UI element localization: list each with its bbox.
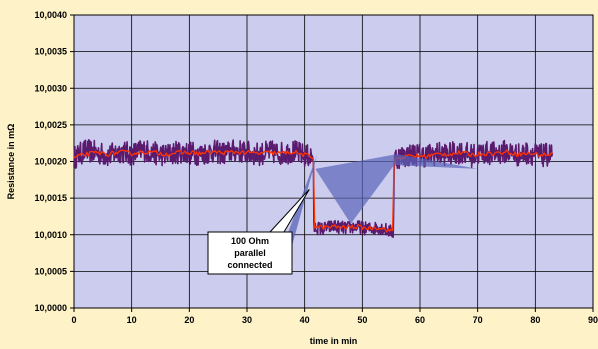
x-tick-label: 80 [530, 315, 540, 325]
y-tick-label: 10,0015 [34, 193, 67, 203]
series-layer [73, 139, 554, 238]
callout-line: parallel [234, 248, 266, 258]
callout-line: 100 Ohm [231, 236, 269, 246]
x-axis-label: time in min [310, 336, 358, 346]
callout-box [207, 231, 293, 275]
x-tick-label: 50 [357, 315, 367, 325]
y-tick-label: 10,0020 [34, 157, 67, 167]
smoothed-series-line [73, 149, 553, 233]
x-tick-label: 0 [71, 315, 76, 325]
callout-wedge-right [315, 154, 478, 224]
y-axis-label: Resistance in mΩ [6, 124, 16, 200]
y-tick-label: 10,0010 [34, 230, 67, 240]
y-tick-label: 10,0005 [34, 266, 67, 276]
y-tick-label: 10,0030 [34, 83, 67, 93]
y-tick-label: 10,0040 [34, 10, 67, 20]
x-tick-label: 20 [184, 315, 194, 325]
y-tick-label: 10,0035 [34, 47, 67, 57]
x-tick-label: 70 [473, 315, 483, 325]
y-tick-label: 10,0000 [34, 303, 67, 313]
x-tick-label: 30 [242, 315, 252, 325]
x-tick-label: 90 [588, 315, 598, 325]
x-tick-label: 10 [127, 315, 137, 325]
x-tick-label: 40 [300, 315, 310, 325]
y-tick-label: 10,0025 [34, 120, 67, 130]
callout-line: connected [227, 260, 272, 270]
x-tick-label: 60 [415, 315, 425, 325]
callout: 100 Ohm parallel connected [207, 154, 478, 275]
tick-labels: 0 10 20 30 40 50 60 70 80 90 10,0000 10,0005 10,0010… [34, 10, 598, 325]
